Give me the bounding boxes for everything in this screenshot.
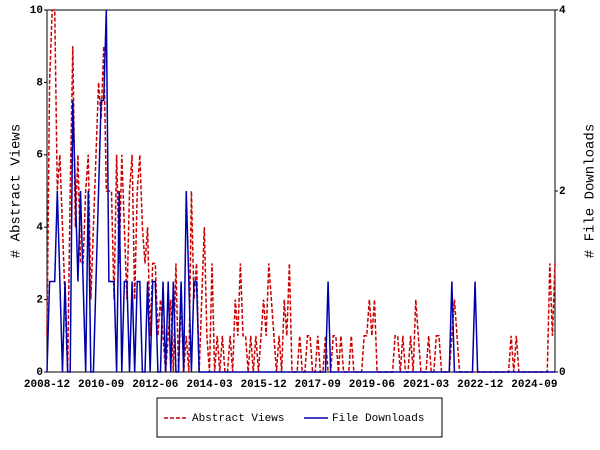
series-line — [46, 9, 556, 373]
y2-tick-label: 0 — [559, 367, 566, 379]
x-tick-label: 2019-06 — [349, 379, 395, 391]
y-tick-label: 0 — [36, 367, 43, 379]
y-axis-title: # Abstract Views — [9, 124, 25, 258]
x-tick-label: 2014-03 — [186, 379, 233, 391]
y-tick-label: 6 — [36, 150, 43, 162]
y-tick-label: 2 — [36, 295, 43, 307]
series-line — [46, 9, 555, 373]
x-tick-label: 2010-09 — [78, 379, 124, 391]
y-tick-label: 10 — [30, 5, 43, 17]
y2-tick-label: 2 — [559, 186, 566, 198]
x-tick-label: 2022-12 — [457, 379, 503, 391]
x-tick-label: 2024-09 — [511, 379, 557, 391]
legend-label: File Downloads — [332, 413, 424, 425]
y2-tick-label: 4 — [559, 5, 566, 17]
y-tick-label: 4 — [36, 222, 43, 234]
x-tick-label: 2021-03 — [403, 379, 450, 391]
x-tick-label: 2015-12 — [240, 379, 286, 391]
x-tick-label: 2008-12 — [24, 379, 70, 391]
x-tick-label: 2012-06 — [132, 379, 178, 391]
y-tick-label: 8 — [36, 77, 43, 89]
x-tick-label: 2017-09 — [295, 379, 341, 391]
y2-axis-title: # File Downloads — [583, 124, 599, 258]
legend-box — [156, 397, 443, 438]
legend-label: Abstract Views — [192, 413, 284, 425]
